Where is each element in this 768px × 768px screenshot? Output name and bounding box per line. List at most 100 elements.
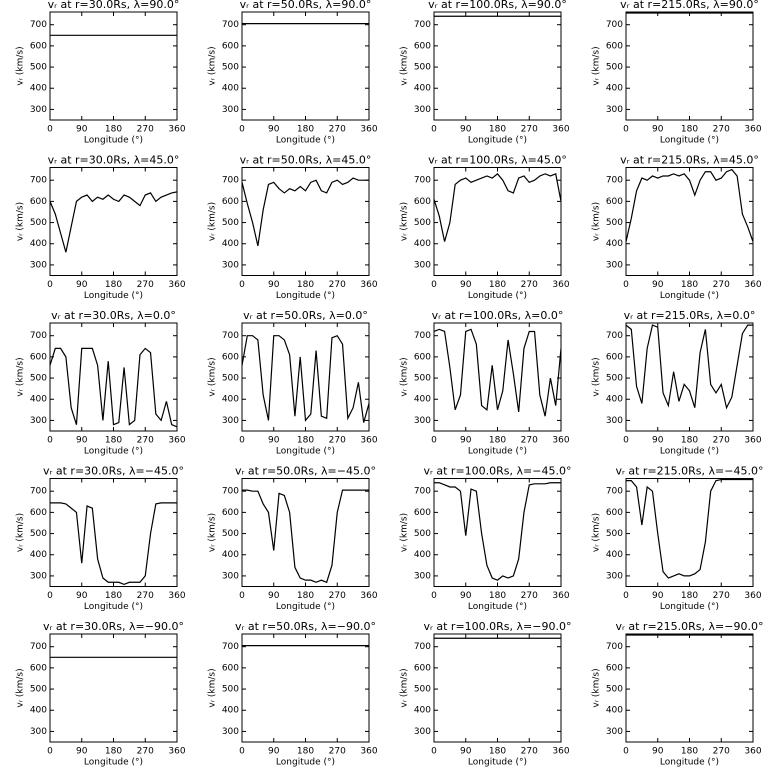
y-tick-label: 700 xyxy=(414,487,431,497)
plot-frame xyxy=(49,11,178,121)
y-axis-label: vᵣ (km/s) xyxy=(592,668,602,707)
x-axis-label: Longitude (°) xyxy=(468,291,527,301)
x-axis-label: Longitude (°) xyxy=(276,291,335,301)
x-axis-label: Longitude (°) xyxy=(468,602,527,612)
y-tick-label: 300 xyxy=(606,727,623,737)
x-tick-label: 270 xyxy=(329,436,346,446)
y-tick-label: 400 xyxy=(222,239,239,249)
chart-title: vᵣ at r=50.0Rs, λ=−45.0° xyxy=(235,465,376,478)
x-tick-label: 180 xyxy=(105,436,122,446)
x-axis-label: Longitude (°) xyxy=(660,602,719,612)
y-tick-label: 700 xyxy=(606,487,623,497)
x-tick-label: 0 xyxy=(47,280,53,290)
y-tick-label: 400 xyxy=(606,706,623,716)
x-axis-label: Longitude (°) xyxy=(468,447,527,457)
chart-title: vᵣ at r=30.0Rs, λ=−45.0° xyxy=(43,465,184,478)
data-line xyxy=(49,191,178,253)
x-tick-label: 90 xyxy=(652,436,664,446)
x-tick-label: 0 xyxy=(623,280,629,290)
y-tick-label: 600 xyxy=(414,663,431,673)
x-axis-label: Longitude (°) xyxy=(84,136,143,146)
x-tick-label: 90 xyxy=(460,591,472,601)
y-tick-label: 300 xyxy=(222,416,239,426)
chart-title: vᵣ at r=215.0Rs, λ=45.0° xyxy=(620,154,759,167)
x-tick-label: 90 xyxy=(268,747,280,757)
y-tick-label: 600 xyxy=(414,41,431,51)
chart-title: vᵣ at r=215.0Rs, λ=0.0° xyxy=(624,309,756,322)
y-tick-label: 700 xyxy=(222,20,239,30)
x-axis-label: Longitude (°) xyxy=(276,447,335,457)
x-tick-label: 180 xyxy=(681,280,698,290)
y-tick-label: 500 xyxy=(222,218,239,228)
y-axis-label: vᵣ (km/s) xyxy=(592,202,602,241)
y-tick-label: 700 xyxy=(30,176,47,186)
y-tick-label: 600 xyxy=(30,352,47,362)
x-tick-label: 360 xyxy=(360,591,377,601)
y-tick-label: 700 xyxy=(222,642,239,652)
y-tick-label: 300 xyxy=(606,105,623,115)
y-tick-label: 400 xyxy=(414,706,431,716)
x-tick-label: 270 xyxy=(329,591,346,601)
x-tick-label: 90 xyxy=(76,125,88,135)
x-tick-label: 90 xyxy=(76,747,88,757)
y-tick-label: 400 xyxy=(30,395,47,405)
x-tick-label: 360 xyxy=(168,280,185,290)
chart-title: vᵣ at r=50.0Rs, λ=45.0° xyxy=(240,154,372,167)
plot-frame xyxy=(433,633,562,743)
x-tick-label: 180 xyxy=(489,280,506,290)
y-tick-label: 400 xyxy=(414,84,431,94)
x-tick-label: 0 xyxy=(431,436,437,446)
y-axis-label: vᵣ (km/s) xyxy=(592,357,602,396)
x-tick-label: 180 xyxy=(681,591,698,601)
y-tick-label: 400 xyxy=(606,239,623,249)
y-tick-label: 300 xyxy=(222,105,239,115)
x-tick-label: 360 xyxy=(168,747,185,757)
y-axis-label: vᵣ (km/s) xyxy=(400,357,410,396)
x-axis-label: Longitude (°) xyxy=(276,602,335,612)
chart-title: vᵣ at r=50.0Rs, λ=−90.0° xyxy=(235,620,376,633)
x-tick-label: 0 xyxy=(47,591,53,601)
y-axis-label: vᵣ (km/s) xyxy=(208,202,218,241)
x-tick-label: 270 xyxy=(521,591,538,601)
y-tick-label: 600 xyxy=(222,508,239,518)
x-tick-label: 270 xyxy=(329,747,346,757)
y-tick-label: 400 xyxy=(606,395,623,405)
y-tick-label: 600 xyxy=(222,41,239,51)
y-tick-label: 300 xyxy=(222,260,239,270)
y-tick-label: 700 xyxy=(414,176,431,186)
y-tick-label: 600 xyxy=(222,663,239,673)
x-tick-label: 0 xyxy=(239,747,245,757)
y-tick-label: 600 xyxy=(606,508,623,518)
chart-title: vᵣ at r=30.0Rs, λ=45.0° xyxy=(48,154,180,167)
plot-frame xyxy=(625,633,754,743)
x-tick-label: 180 xyxy=(297,436,314,446)
x-axis-label: Longitude (°) xyxy=(276,758,335,768)
y-tick-label: 500 xyxy=(414,685,431,695)
y-tick-label: 400 xyxy=(414,239,431,249)
y-tick-label: 700 xyxy=(414,20,431,30)
y-tick-label: 300 xyxy=(30,416,47,426)
y-tick-label: 400 xyxy=(414,395,431,405)
chart-title: vᵣ at r=30.0Rs, λ=90.0° xyxy=(48,0,180,11)
chart-title: vᵣ at r=100.0Rs, λ=−45.0° xyxy=(424,465,572,478)
y-tick-label: 500 xyxy=(606,63,623,73)
x-tick-label: 270 xyxy=(137,591,154,601)
y-tick-label: 300 xyxy=(30,260,47,270)
y-tick-label: 600 xyxy=(606,41,623,51)
x-axis-label: Longitude (°) xyxy=(660,447,719,457)
x-tick-label: 0 xyxy=(623,436,629,446)
x-tick-label: 270 xyxy=(521,125,538,135)
x-axis-label: Longitude (°) xyxy=(660,758,719,768)
x-tick-label: 360 xyxy=(360,125,377,135)
x-tick-label: 360 xyxy=(360,280,377,290)
y-tick-label: 400 xyxy=(414,550,431,560)
y-tick-label: 400 xyxy=(30,239,47,249)
y-tick-label: 700 xyxy=(606,176,623,186)
plot-frame xyxy=(49,167,178,276)
x-tick-label: 180 xyxy=(297,591,314,601)
x-axis-label: Longitude (°) xyxy=(276,136,335,146)
plot-frame xyxy=(625,11,754,121)
x-tick-label: 180 xyxy=(105,125,122,135)
y-tick-label: 500 xyxy=(222,685,239,695)
